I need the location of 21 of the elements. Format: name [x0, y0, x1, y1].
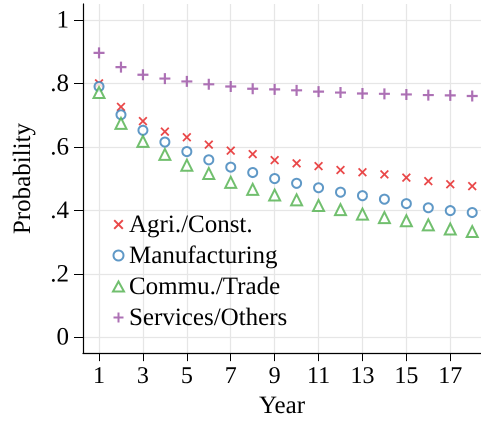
legend-label: Services/Others	[129, 304, 288, 331]
x-tick-label: 5	[180, 363, 193, 390]
legend-label: Manufacturing	[129, 242, 278, 269]
x-tick-label: 7	[224, 363, 237, 390]
x-tick-label: 9	[268, 363, 281, 390]
y-tick-label: .6	[50, 133, 69, 160]
y-tick-label: .2	[50, 260, 69, 288]
x-tick-label: 1	[93, 363, 106, 390]
legend-label: Commu./Trade	[129, 273, 280, 300]
x-tick-label: 3	[136, 363, 149, 390]
y-tick-label: .4	[50, 196, 70, 224]
x-tick-label: 17	[438, 363, 462, 390]
y-axis-title: Probability	[9, 122, 36, 234]
x-tick-label: 15	[394, 363, 418, 390]
y-tick-label: 1	[56, 6, 69, 34]
x-tick-label: 11	[306, 363, 330, 390]
x-axis-title: Year	[258, 392, 306, 419]
x-tick-label: 13	[350, 363, 374, 390]
y-tick-label: .8	[50, 70, 69, 97]
y-tick-label: 0	[56, 324, 69, 351]
legend-label: Agri./Const.	[129, 211, 253, 238]
